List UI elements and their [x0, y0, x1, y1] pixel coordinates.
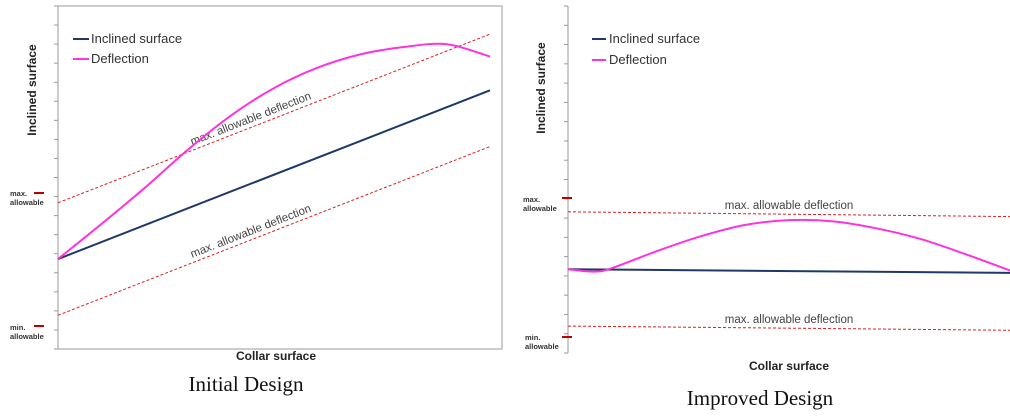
- tick-label-line: max.: [10, 189, 27, 198]
- y-tick-label-max: max. allowable: [523, 195, 557, 213]
- series-inclined-surface: [567, 268, 1010, 274]
- x-axis-title: Collar surface: [749, 359, 829, 373]
- series-inclined-surface: [57, 89, 491, 260]
- legend-label-deflection: Deflection: [609, 52, 667, 67]
- chart-initial: max. allowable deflection max. allowable …: [10, 5, 503, 363]
- tick-label-line: allowable: [10, 198, 44, 207]
- chart-improved: max. allowable deflection max. allowable …: [523, 5, 1010, 373]
- x-axis-title: Collar surface: [236, 349, 316, 363]
- legend: Inclined surface Deflection: [73, 31, 182, 66]
- tick-label-line: allowable: [525, 342, 559, 351]
- y-tick-label-max: max. allowable: [10, 189, 44, 207]
- limit-lines: max. allowable deflection max. allowable …: [567, 200, 1010, 331]
- limit-line-label: max. allowable deflection: [189, 203, 313, 261]
- limit-line-label: max. allowable deflection: [189, 90, 313, 148]
- y-axis-title: Inclined surface: [534, 42, 548, 134]
- tick-label-line: min.: [10, 323, 25, 332]
- y-axis-ticks: [564, 5, 568, 354]
- tick-label-line: allowable: [523, 204, 557, 213]
- limit-line-lower: [57, 146, 491, 316]
- limit-line-upper: [57, 33, 491, 204]
- limit-line-label: max. allowable deflection: [725, 314, 854, 326]
- series-lines: [567, 218, 1010, 274]
- y-axis-ticks: [54, 5, 58, 350]
- caption-improved-design: Improved Design: [687, 386, 834, 410]
- limit-line-upper: [567, 211, 1010, 218]
- legend-label-inclined: Inclined surface: [609, 31, 700, 46]
- legend: Inclined surface Deflection: [592, 31, 700, 67]
- y-axis-title: Inclined surface: [25, 44, 39, 136]
- y-tick-label-min: min. allowable: [525, 333, 559, 351]
- tick-label-line: allowable: [10, 332, 44, 341]
- series-deflection: [57, 42, 491, 260]
- limit-line-label: max. allowable deflection: [725, 200, 854, 212]
- caption-initial-design: Initial Design: [189, 372, 304, 396]
- y-tick-label-min: min. allowable: [10, 323, 44, 341]
- tick-label-line: max.: [523, 195, 540, 204]
- limit-line-lower: [567, 325, 1010, 331]
- tick-label-line: min.: [525, 333, 540, 342]
- series-deflection: [567, 218, 1010, 273]
- legend-label-inclined: Inclined surface: [91, 31, 182, 46]
- series-lines: [57, 42, 491, 260]
- legend-label-deflection: Deflection: [91, 51, 149, 66]
